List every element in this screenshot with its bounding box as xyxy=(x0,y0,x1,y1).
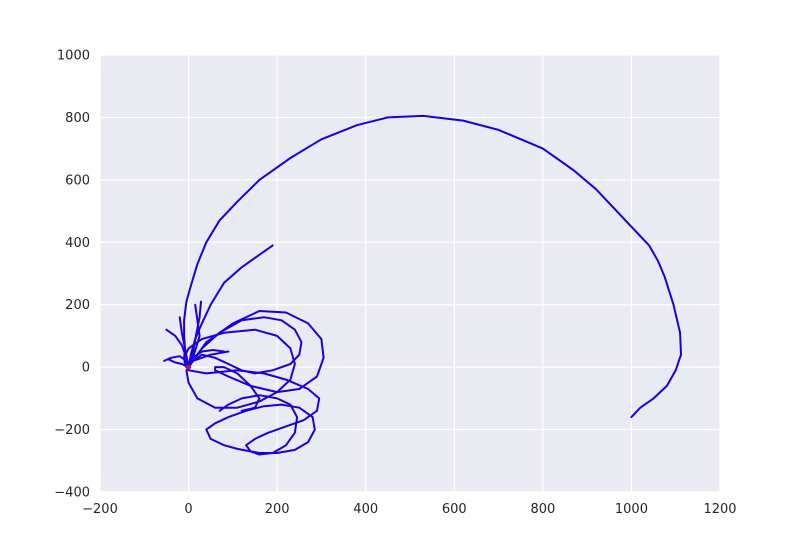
x-tick-label: 1000 xyxy=(615,502,648,517)
y-tick-label: 800 xyxy=(65,111,90,126)
series-line-10 xyxy=(167,358,190,369)
plot-background xyxy=(100,55,720,492)
y-tick-label: −400 xyxy=(54,486,90,501)
grid xyxy=(99,54,721,493)
series-line-1 xyxy=(183,114,682,419)
y-tick-label: 200 xyxy=(65,298,90,313)
y-axis-ticks: −400 −200 0 200 400 600 800 1000 xyxy=(54,49,90,501)
y-tick-label: 400 xyxy=(65,236,90,251)
series-line-6 xyxy=(187,369,321,456)
series-line-12 xyxy=(178,316,190,369)
x-axis-ticks: −200 0 200 400 600 800 1000 1200 xyxy=(82,502,736,517)
y-tick-label: 1000 xyxy=(57,49,90,64)
series-line-7 xyxy=(205,403,316,454)
x-tick-label: 600 xyxy=(442,502,467,517)
series-line-11 xyxy=(187,300,202,369)
series-layer xyxy=(163,114,682,456)
marker-layer xyxy=(186,364,192,370)
x-tick-label: 1200 xyxy=(703,502,736,517)
series-line-2 xyxy=(187,244,274,369)
x-tick-label: 200 xyxy=(265,502,290,517)
x-tick-label: −200 xyxy=(82,502,118,517)
x-tick-label: 400 xyxy=(353,502,378,517)
y-tick-label: 0 xyxy=(82,361,90,376)
x-tick-label: 0 xyxy=(184,502,192,517)
series-line-14 xyxy=(187,303,201,369)
series-line-5 xyxy=(183,328,296,409)
origin-marker xyxy=(186,364,192,370)
series-line-3 xyxy=(187,316,303,375)
y-tick-label: 600 xyxy=(65,173,90,188)
x-tick-label: 800 xyxy=(530,502,555,517)
y-tick-label: −200 xyxy=(54,423,90,438)
